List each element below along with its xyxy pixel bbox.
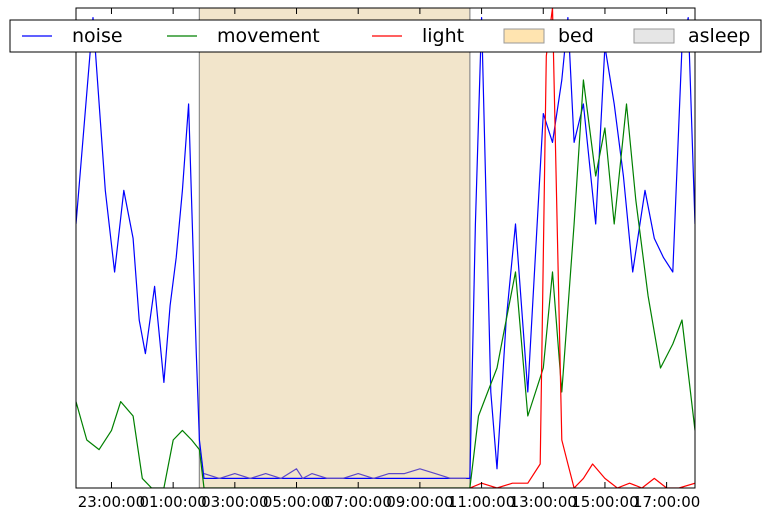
series-line-noise xyxy=(76,17,695,479)
x-tick-label: 13:00:00 xyxy=(510,493,577,511)
x-tick-label: 17:00:00 xyxy=(633,493,700,511)
x-tick-label: 15:00:00 xyxy=(571,493,638,511)
x-tick-label: 05:00:00 xyxy=(263,493,330,511)
legend-item-asleep: asleep xyxy=(633,25,750,47)
series-line-light xyxy=(469,8,695,488)
legend-swatch-bed xyxy=(503,28,545,44)
legend-label-movement: movement xyxy=(217,25,320,47)
x-tick-label: 11:00:00 xyxy=(448,493,515,511)
x-tick-label: 03:00:00 xyxy=(201,493,268,511)
series-group xyxy=(76,8,695,488)
legend-label-bed: bed xyxy=(558,25,594,47)
series-line-movement xyxy=(76,79,695,488)
legend-item-bed: bed xyxy=(503,25,594,47)
legend-swatch-asleep xyxy=(633,28,675,44)
x-tick-label: 07:00:00 xyxy=(325,493,392,511)
series-line-asleep-trace xyxy=(203,468,467,479)
legend-item-light: light xyxy=(372,25,464,47)
legend-label-asleep: asleep xyxy=(688,25,750,47)
legend-item-movement: movement xyxy=(167,25,320,47)
x-tick-label: 09:00:00 xyxy=(386,493,453,511)
legend: noise movement light bed asleep xyxy=(9,19,762,53)
x-tick-label: 01:00:00 xyxy=(139,493,206,511)
legend-label-noise: noise xyxy=(72,25,123,47)
legend-item-noise: noise xyxy=(22,25,123,47)
x-tick-label: 23:00:00 xyxy=(78,493,145,511)
shaded-region-asleep xyxy=(198,7,471,489)
legend-label-light: light xyxy=(422,25,464,47)
axes-frame xyxy=(75,7,696,489)
